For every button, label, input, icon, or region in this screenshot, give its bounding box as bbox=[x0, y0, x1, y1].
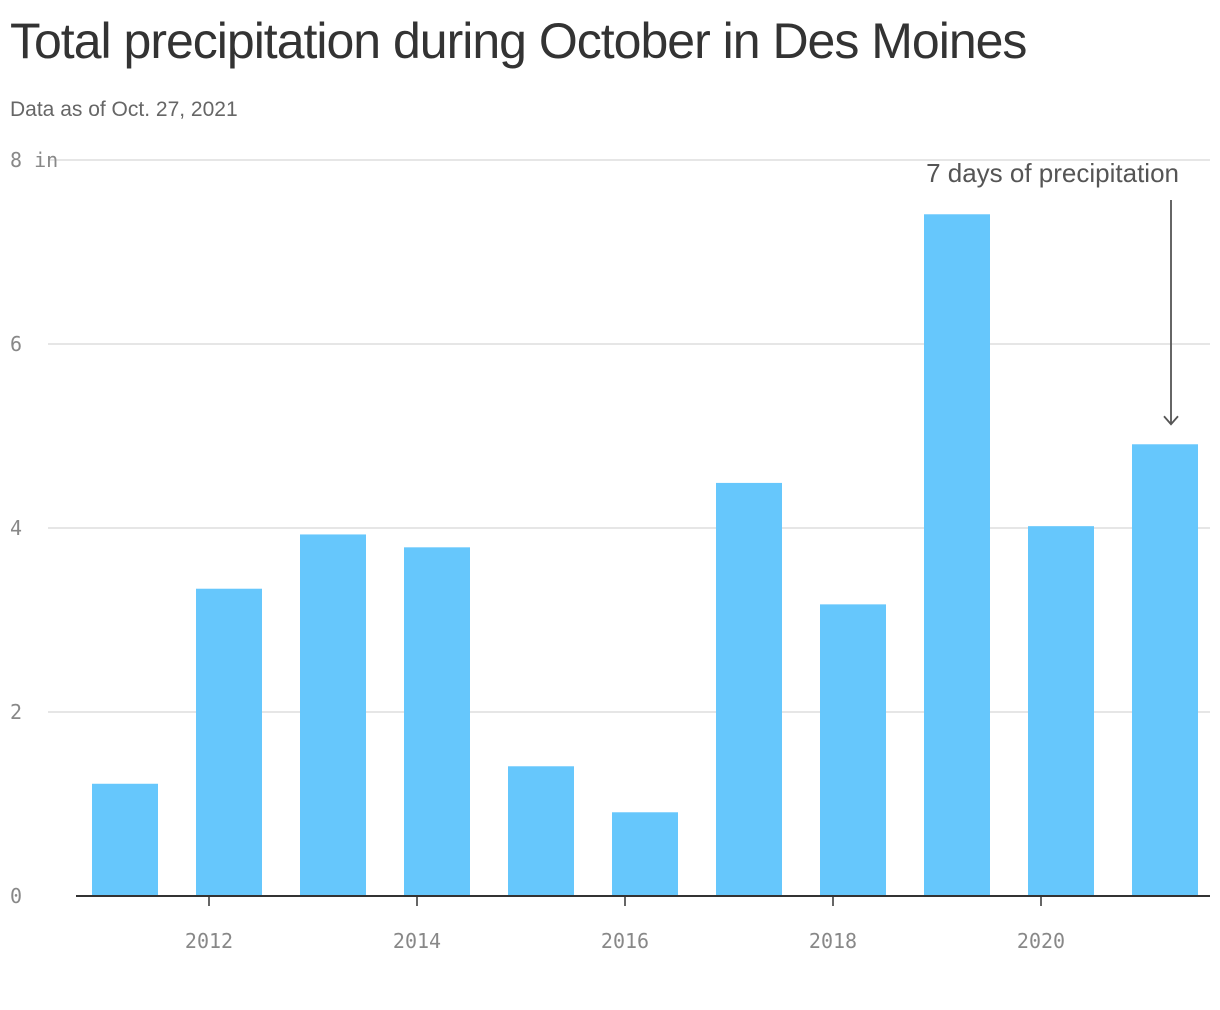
y-tick-label: 8 in bbox=[10, 148, 58, 172]
bar-2013 bbox=[300, 534, 366, 896]
chart-subtitle: Data as of Oct. 27, 2021 bbox=[10, 98, 238, 121]
bar-2011 bbox=[92, 783, 158, 896]
bar-2018 bbox=[820, 604, 886, 896]
annotation-arrow-head bbox=[1163, 415, 1179, 426]
annotation: 7 days of precipitation bbox=[926, 158, 1179, 426]
x-tick-label: 2016 bbox=[601, 929, 649, 953]
bar-2021 bbox=[1132, 444, 1198, 896]
axes: 0 2 4 6 8 in 2012 2014 2016 2018 2020 bbox=[10, 148, 1210, 953]
bar-2015 bbox=[508, 766, 574, 896]
bar-2014 bbox=[404, 547, 470, 896]
x-tick-label: 2012 bbox=[185, 929, 233, 953]
bars bbox=[92, 214, 1198, 896]
x-tick-label: 2014 bbox=[393, 929, 441, 953]
bar-2016 bbox=[612, 812, 678, 896]
y-tick-label: 2 bbox=[10, 700, 22, 724]
y-tick-label: 0 bbox=[10, 884, 22, 908]
y-tick-label: 4 bbox=[10, 516, 22, 540]
bar-2019 bbox=[924, 214, 990, 896]
bar-2020 bbox=[1028, 526, 1094, 896]
chart-title: Total precipitation during October in De… bbox=[10, 13, 1027, 69]
x-tick-label: 2018 bbox=[809, 929, 857, 953]
x-tick-label: 2020 bbox=[1017, 929, 1065, 953]
annotation-label: 7 days of precipitation bbox=[926, 158, 1179, 188]
bar-2017 bbox=[716, 482, 782, 896]
y-tick-label: 6 bbox=[10, 332, 22, 356]
bar-2012 bbox=[196, 588, 262, 896]
